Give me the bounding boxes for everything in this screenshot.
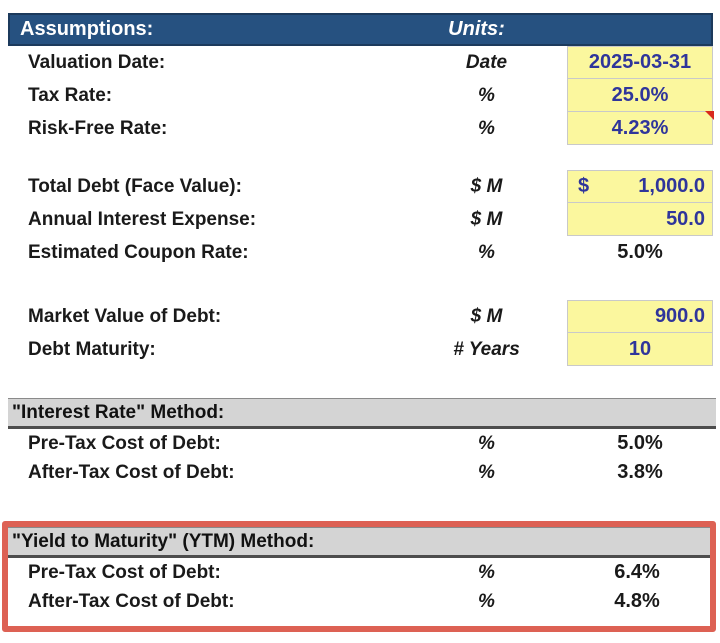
debt-maturity-unit: # Years	[453, 338, 520, 360]
table-row: Annual Interest Expense: $ M 50.0	[8, 203, 720, 236]
risk-free-rate-unit: %	[478, 117, 495, 139]
comment-indicator-icon[interactable]	[705, 111, 714, 120]
total-debt-unit: $ M	[470, 175, 503, 197]
assumptions-header-bar: Assumptions: Units:	[8, 13, 713, 46]
estimated-coupon-rate-value: 5.0%	[617, 241, 663, 263]
debt-maturity-label: Debt Maturity:	[28, 338, 156, 360]
ir-after-tax-label: After-Tax Cost of Debt:	[28, 461, 235, 483]
table-row: After-Tax Cost of Debt: % 3.8%	[8, 458, 720, 487]
ytm-pre-tax-value: 6.4%	[614, 561, 660, 583]
risk-free-rate-input-cell[interactable]: 4.23%	[567, 111, 714, 145]
ytm-after-tax-value: 4.8%	[614, 590, 660, 612]
ytm-method-header: "Yield to Maturity" (YTM) Method:	[8, 527, 710, 558]
tax-rate-unit: %	[478, 84, 495, 106]
table-row: Valuation Date: Date 2025-03-31	[8, 46, 720, 79]
risk-free-rate-value: 4.23%	[611, 116, 669, 139]
annual-interest-expense-input-cell[interactable]: 50.0	[567, 203, 713, 236]
annual-interest-expense-label: Annual Interest Expense:	[28, 208, 257, 230]
ir-after-tax-unit: %	[478, 461, 495, 483]
total-debt-value: 1,000.0	[638, 175, 705, 197]
market-value-of-debt-label: Market Value of Debt:	[28, 305, 222, 327]
market-value-of-debt-unit: $ M	[470, 305, 503, 327]
spacer	[8, 145, 720, 170]
table-row: Estimated Coupon Rate: % 5.0%	[8, 236, 720, 269]
spacer	[8, 487, 720, 521]
spacer	[8, 269, 720, 300]
ytm-highlight-box: "Yield to Maturity" (YTM) Method: Pre-Ta…	[2, 521, 716, 632]
valuation-date-unit: Date	[465, 51, 508, 73]
ytm-after-tax-unit: %	[478, 590, 495, 612]
ytm-pre-tax-unit: %	[478, 561, 495, 583]
table-row: Tax Rate: % 25.0%	[8, 79, 720, 112]
valuation-date-label: Valuation Date:	[28, 51, 166, 73]
table-row: Debt Maturity: # Years 10	[8, 333, 720, 366]
risk-free-rate-label: Risk-Free Rate:	[28, 117, 168, 139]
total-debt-label: Total Debt (Face Value):	[28, 175, 242, 197]
ytm-after-tax-label: After-Tax Cost of Debt:	[28, 590, 235, 612]
ytm-pre-tax-label: Pre-Tax Cost of Debt:	[28, 561, 221, 583]
ir-pre-tax-value: 5.0%	[617, 432, 663, 454]
estimated-coupon-rate-label: Estimated Coupon Rate:	[28, 241, 249, 263]
table-row: Pre-Tax Cost of Debt: % 6.4%	[8, 558, 710, 587]
table-row: Risk-Free Rate: % 4.23%	[8, 111, 720, 145]
ir-pre-tax-unit: %	[478, 432, 495, 454]
annual-interest-expense-unit: $ M	[470, 208, 503, 230]
tax-rate-input-cell[interactable]: 25.0%	[567, 79, 713, 112]
table-row: Market Value of Debt: $ M 900.0	[8, 300, 720, 333]
tax-rate-label: Tax Rate:	[28, 84, 113, 106]
assumptions-title: Assumptions:	[20, 18, 154, 40]
currency-symbol: $	[578, 175, 590, 197]
table-row: After-Tax Cost of Debt: % 4.8%	[8, 587, 710, 616]
market-value-of-debt-input-cell[interactable]: 900.0	[567, 300, 713, 333]
valuation-date-input-cell[interactable]: 2025-03-31	[567, 46, 713, 79]
total-debt-input-cell[interactable]: $ 1,000.0	[567, 170, 713, 203]
spacer	[8, 366, 720, 398]
interest-rate-method-header: "Interest Rate" Method:	[8, 398, 716, 429]
debt-maturity-input-cell[interactable]: 10	[567, 333, 713, 366]
ir-after-tax-value: 3.8%	[617, 461, 663, 483]
units-column-header: Units:	[448, 18, 505, 40]
ir-pre-tax-label: Pre-Tax Cost of Debt:	[28, 432, 221, 454]
table-row: Total Debt (Face Value): $ M $ 1,000.0	[8, 170, 720, 203]
estimated-coupon-rate-unit: %	[478, 241, 495, 263]
table-row: Pre-Tax Cost of Debt: % 5.0%	[8, 429, 720, 458]
